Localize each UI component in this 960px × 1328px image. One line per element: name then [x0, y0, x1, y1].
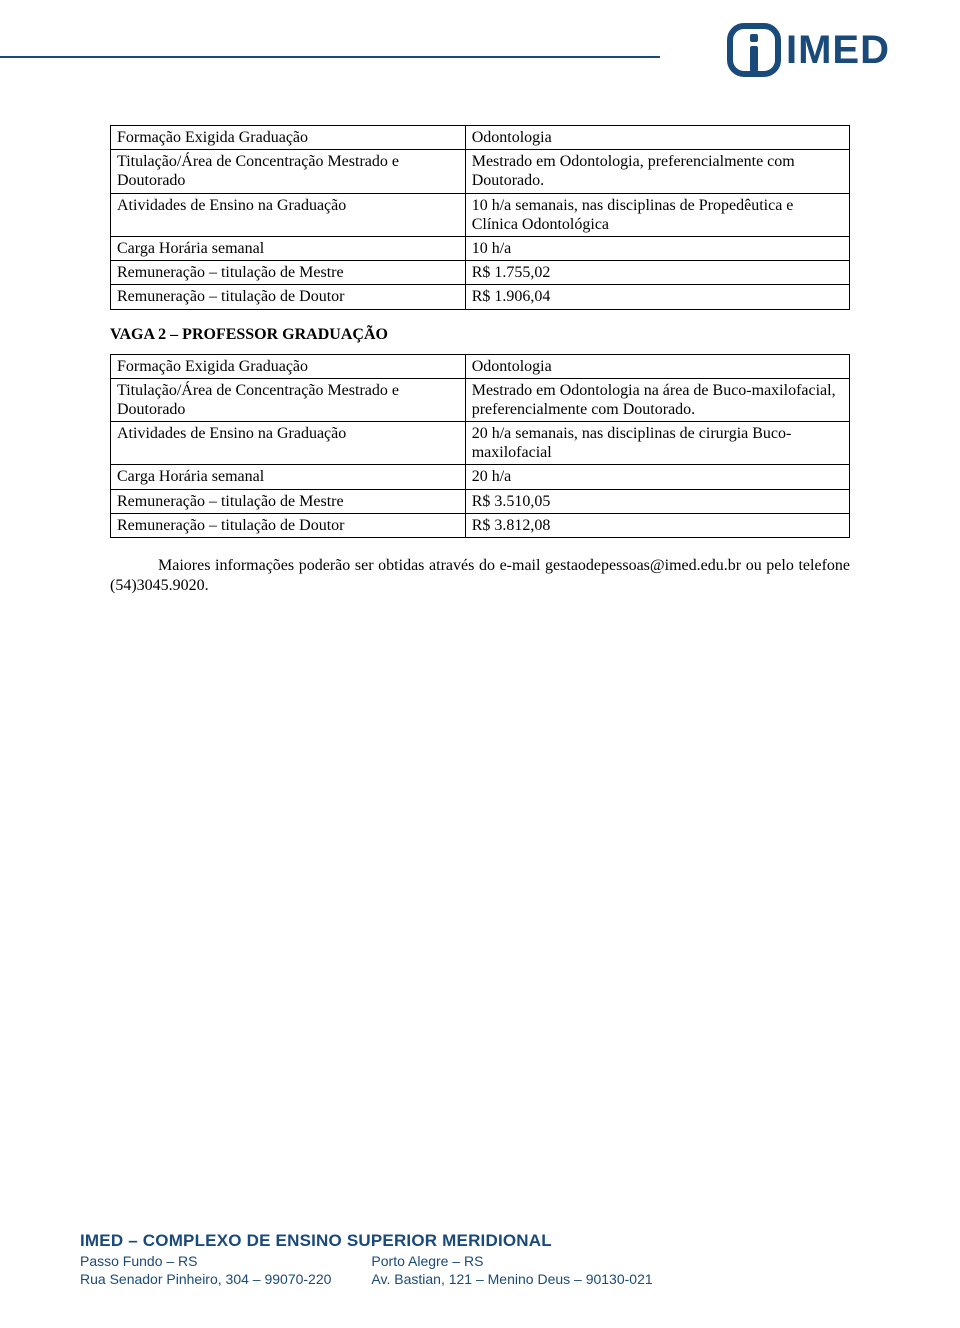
cell-label: Carga Horária semanal	[111, 465, 466, 489]
table-row: Titulação/Área de Concentração Mestrado …	[111, 378, 850, 421]
table-row: Titulação/Área de Concentração Mestrado …	[111, 150, 850, 193]
cell-value: 20 h/a semanais, nas disciplinas de ciru…	[465, 422, 849, 465]
footer: IMED – COMPLEXO DE ENSINO SUPERIOR MERID…	[80, 1231, 880, 1288]
cell-label: Formação Exigida Graduação	[111, 126, 466, 150]
section-title-vaga-2: VAGA 2 – PROFESSOR GRADUAÇÃO	[110, 326, 850, 344]
cell-value: R$ 3.510,05	[465, 489, 849, 513]
cell-label: Remuneração – titulação de Doutor	[111, 513, 466, 537]
cell-value: Mestrado em Odontologia na área de Buco-…	[465, 378, 849, 421]
table-row: Formação Exigida Graduação Odontologia	[111, 354, 850, 378]
header-rule	[0, 56, 660, 58]
cell-value: 20 h/a	[465, 465, 849, 489]
table-vaga-1: Formação Exigida Graduação Odontologia T…	[110, 125, 850, 310]
cell-value: Odontologia	[465, 354, 849, 378]
cell-label: Remuneração – titulação de Mestre	[111, 489, 466, 513]
footer-city: Porto Alegre – RS	[371, 1253, 652, 1271]
table-row: Carga Horária semanal 10 h/a	[111, 236, 850, 260]
footer-col-1: Passo Fundo – RS Rua Senador Pinheiro, 3…	[80, 1253, 331, 1288]
logo-text: IMED	[786, 28, 890, 73]
footer-address: Av. Bastian, 121 – Menino Deus – 90130-0…	[371, 1271, 652, 1289]
cell-label: Titulação/Área de Concentração Mestrado …	[111, 150, 466, 193]
logo: IMED	[724, 20, 890, 80]
table-row: Remuneração – titulação de Doutor R$ 3.8…	[111, 513, 850, 537]
cell-value: R$ 3.812,08	[465, 513, 849, 537]
cell-label: Atividades de Ensino na Graduação	[111, 193, 466, 236]
document-body: Formação Exigida Graduação Odontologia T…	[110, 125, 850, 596]
footer-columns: Passo Fundo – RS Rua Senador Pinheiro, 3…	[80, 1253, 880, 1288]
table-row: Remuneração – titulação de Doutor R$ 1.9…	[111, 285, 850, 309]
cell-label: Titulação/Área de Concentração Mestrado …	[111, 378, 466, 421]
cell-value: R$ 1.755,02	[465, 261, 849, 285]
cell-value: 10 h/a	[465, 236, 849, 260]
table-row: Atividades de Ensino na Graduação 10 h/a…	[111, 193, 850, 236]
table-row: Atividades de Ensino na Graduação 20 h/a…	[111, 422, 850, 465]
cell-value: R$ 1.906,04	[465, 285, 849, 309]
table-row: Remuneração – titulação de Mestre R$ 3.5…	[111, 489, 850, 513]
footer-city: Passo Fundo – RS	[80, 1253, 331, 1271]
cell-label: Remuneração – titulação de Mestre	[111, 261, 466, 285]
table-row: Carga Horária semanal 20 h/a	[111, 465, 850, 489]
table-vaga-2: Formação Exigida Graduação Odontologia T…	[110, 354, 850, 539]
table-row: Formação Exigida Graduação Odontologia	[111, 126, 850, 150]
cell-label: Formação Exigida Graduação	[111, 354, 466, 378]
table-row: Remuneração – titulação de Mestre R$ 1.7…	[111, 261, 850, 285]
cell-value: Odontologia	[465, 126, 849, 150]
cell-label: Atividades de Ensino na Graduação	[111, 422, 466, 465]
footer-address: Rua Senador Pinheiro, 304 – 99070-220	[80, 1271, 331, 1289]
info-paragraph: Maiores informações poderão ser obtidas …	[110, 556, 850, 596]
footer-title: IMED – COMPLEXO DE ENSINO SUPERIOR MERID…	[80, 1231, 880, 1251]
cell-label: Remuneração – titulação de Doutor	[111, 285, 466, 309]
cell-label: Carga Horária semanal	[111, 236, 466, 260]
cell-value: Mestrado em Odontologia, preferencialmen…	[465, 150, 849, 193]
cell-value: 10 h/a semanais, nas disciplinas de Prop…	[465, 193, 849, 236]
footer-col-2: Porto Alegre – RS Av. Bastian, 121 – Men…	[371, 1253, 652, 1288]
logo-icon	[724, 20, 784, 80]
